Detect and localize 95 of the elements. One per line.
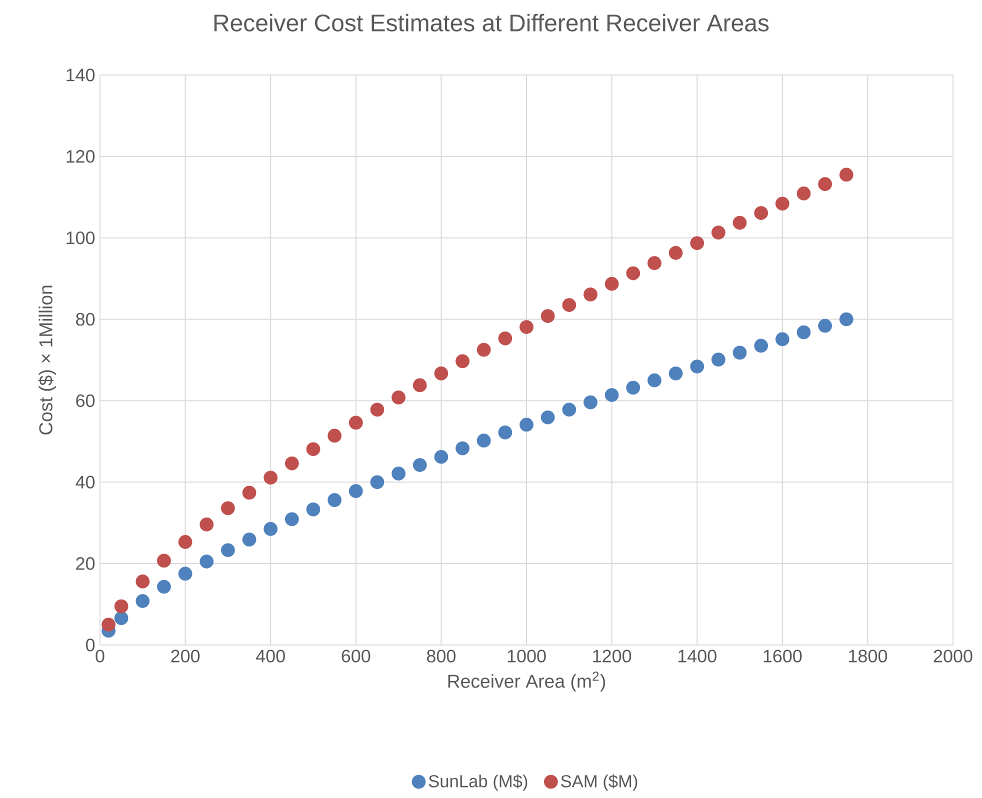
point	[456, 441, 470, 456]
point	[796, 325, 811, 340]
x-tick-label: 200	[171, 650, 200, 662]
x-tick-label: 0	[96, 650, 104, 662]
point	[818, 318, 832, 333]
point	[178, 566, 192, 581]
y-tick-label: 0	[86, 638, 95, 652]
point	[498, 331, 512, 346]
point	[668, 246, 683, 260]
point	[711, 352, 726, 367]
point	[456, 354, 470, 368]
chart-title: Receiver Cost Estimates at Different Receiver Areas	[214, 14, 769, 32]
point	[668, 366, 683, 380]
point	[584, 395, 598, 410]
point	[562, 298, 576, 312]
point	[412, 458, 427, 472]
point	[562, 402, 576, 417]
point	[157, 580, 171, 594]
x-tick-label: 1400	[678, 650, 716, 662]
point	[348, 416, 363, 430]
y-tick-label: 60	[76, 394, 95, 408]
point	[754, 206, 768, 220]
point	[626, 380, 640, 395]
point	[264, 522, 278, 536]
y-tick-label: 100	[66, 231, 95, 244]
point	[604, 276, 619, 291]
point	[754, 338, 768, 353]
point	[540, 309, 555, 323]
point	[284, 456, 299, 470]
point	[392, 466, 406, 481]
y-tick-label: 140	[66, 68, 95, 82]
legend-label: SAM ($M)	[561, 774, 638, 791]
y-tick-label: 20	[76, 557, 95, 570]
point	[540, 410, 555, 424]
point	[200, 554, 214, 568]
point	[284, 512, 299, 526]
point	[732, 346, 747, 360]
point	[242, 486, 256, 500]
x-tick-label: 1800	[849, 650, 888, 662]
point	[178, 535, 192, 549]
point	[711, 226, 726, 240]
point	[775, 196, 790, 211]
x-tick-label: 1600	[764, 650, 802, 662]
point	[200, 518, 214, 532]
point	[626, 266, 640, 280]
x-tick-label: 1000	[508, 650, 546, 662]
point	[690, 360, 704, 374]
point	[328, 493, 342, 507]
point	[775, 332, 790, 346]
point	[328, 428, 342, 443]
x-tick-label: 400	[256, 650, 285, 662]
point	[839, 168, 854, 182]
point	[221, 543, 235, 558]
point	[306, 502, 320, 516]
x-tick-label: 800	[426, 650, 456, 662]
point	[102, 618, 116, 632]
point	[584, 288, 598, 302]
point	[136, 574, 150, 588]
point	[157, 554, 171, 568]
legend-label: SunLab (M$)	[428, 774, 528, 791]
point	[839, 312, 854, 326]
point	[648, 373, 662, 388]
y-tick-label: 120	[66, 150, 95, 163]
y-axis-title: Cost ($) × 1Million	[38, 286, 56, 435]
point	[818, 177, 832, 192]
point	[136, 594, 150, 608]
point	[370, 475, 384, 490]
point	[221, 501, 235, 516]
point	[434, 450, 448, 464]
point	[370, 402, 384, 417]
point	[520, 418, 534, 432]
point	[604, 388, 619, 402]
x-tick-label: 1200	[593, 650, 632, 662]
point	[732, 216, 747, 230]
point	[306, 442, 320, 456]
y-tick-label: 40	[76, 476, 95, 488]
point	[348, 484, 363, 498]
point	[520, 320, 534, 334]
point	[648, 256, 662, 270]
x-tick-label: 600	[342, 650, 370, 662]
point	[114, 599, 128, 614]
point	[796, 186, 811, 200]
point	[392, 390, 406, 404]
point	[434, 366, 448, 380]
point	[476, 342, 491, 357]
point	[476, 434, 491, 448]
point	[412, 378, 427, 392]
point	[690, 236, 704, 250]
x-tick-label: 2000	[934, 650, 972, 662]
x-axis-title: Receiver Area (m$^{2}$)	[448, 672, 606, 692]
point	[114, 611, 128, 626]
point	[264, 470, 278, 485]
point	[498, 426, 512, 440]
y-tick-label: 80	[76, 312, 95, 326]
point	[242, 532, 256, 546]
